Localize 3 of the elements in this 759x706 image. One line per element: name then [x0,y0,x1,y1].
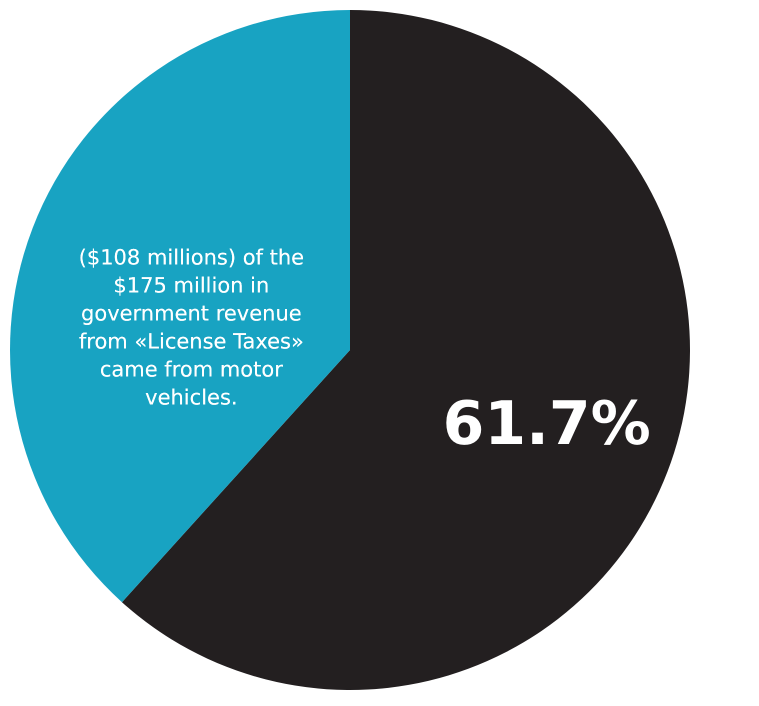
text: ($108 millions) of the $175 million in government revenue from «License Taxes» came from motor vehicles. [78,245,304,410]
data-label: 61.7% [442,388,651,459]
pie-slice [10,10,350,602]
